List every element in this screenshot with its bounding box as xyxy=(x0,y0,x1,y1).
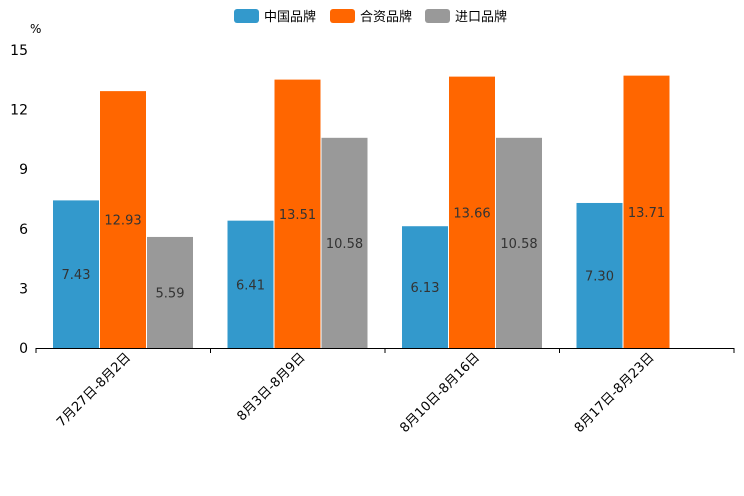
bar xyxy=(147,236,193,348)
y-tick-label: 6 xyxy=(19,222,28,238)
data-label: 10.58 xyxy=(326,237,363,252)
bars xyxy=(53,75,670,349)
x-tick-label: 8月17日-8月23日 xyxy=(572,350,658,436)
x-tick-label: 8月10日-8月16日 xyxy=(397,350,483,436)
legend-swatch xyxy=(425,9,450,23)
bar xyxy=(402,226,448,348)
data-label: 7.43 xyxy=(62,268,91,283)
legend-swatch xyxy=(330,9,355,23)
x-tick-label: 7月27日-8月2日 xyxy=(54,350,134,430)
bar xyxy=(274,79,321,349)
y-tick-label: 3 xyxy=(19,281,28,297)
bar xyxy=(321,137,368,348)
bar xyxy=(100,91,146,349)
data-label: 6.41 xyxy=(236,278,265,293)
y-tick-label: 0 xyxy=(19,341,28,357)
data-label: 5.59 xyxy=(156,286,185,301)
bar xyxy=(449,76,495,348)
bar xyxy=(227,220,274,348)
data-label: 13.66 xyxy=(453,206,490,221)
data-label: 13.51 xyxy=(279,208,316,223)
legend-label: 中国品牌 xyxy=(264,9,316,25)
value-labels: 7.43 12.93 5.59 6.41 13.51 10.58 6.13 13.66 10.5… xyxy=(62,206,666,302)
y-tick-label: 9 xyxy=(19,162,28,178)
data-label: 13.71 xyxy=(628,206,665,221)
legend: 中国品牌 合资品牌 进口品牌 xyxy=(234,9,507,25)
legend-swatch xyxy=(234,9,259,23)
data-label: 12.93 xyxy=(104,214,141,229)
y-axis: 0 3 6 9 12 15 xyxy=(10,43,28,357)
bar xyxy=(496,137,542,348)
x-tick-label: 8月3日-8月9日 xyxy=(234,350,308,424)
y-axis-unit-label: % xyxy=(30,22,41,36)
y-tick-label: 12 xyxy=(10,103,28,119)
x-axis: 7月27日-8月2日 8月3日-8月9日 8月10日-8月16日 8月17日-8月23… xyxy=(35,348,735,436)
data-label: 10.58 xyxy=(500,237,537,252)
bar xyxy=(53,200,99,348)
legend-label: 进口品牌 xyxy=(455,9,507,25)
y-tick-label: 15 xyxy=(10,43,28,59)
bar xyxy=(623,75,670,349)
bar xyxy=(576,202,623,348)
legend-label: 合资品牌 xyxy=(360,9,412,25)
data-label: 7.30 xyxy=(585,269,614,284)
data-label: 6.13 xyxy=(411,281,440,296)
